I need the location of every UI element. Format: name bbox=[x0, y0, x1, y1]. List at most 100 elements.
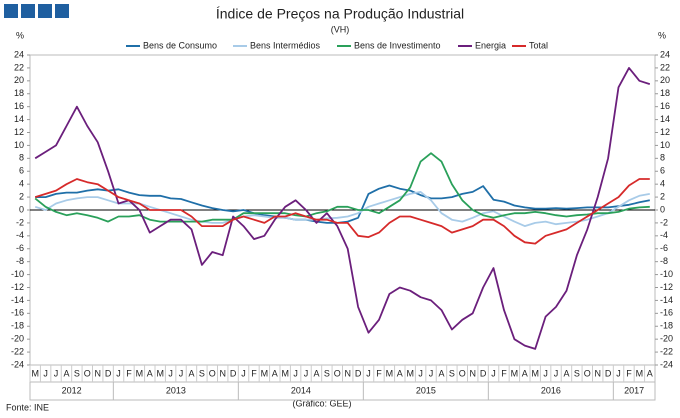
y-tick-label: 20 bbox=[14, 75, 24, 85]
y-tick-label: 24 bbox=[14, 49, 24, 59]
y-tick-label: -16 bbox=[660, 308, 673, 318]
y-tick-label: -10 bbox=[11, 269, 24, 279]
x-tick-label: M bbox=[281, 368, 289, 378]
x-tick-label: M bbox=[261, 368, 269, 378]
y-tick-label: 16 bbox=[14, 101, 24, 111]
y-tick-label: 22 bbox=[14, 62, 24, 72]
year-label: 2013 bbox=[166, 385, 186, 395]
x-tick-label: A bbox=[438, 368, 444, 378]
year-label: 2014 bbox=[291, 385, 311, 395]
x-tick-label: O bbox=[584, 368, 591, 378]
year-label: 2012 bbox=[62, 385, 82, 395]
y-unit: % bbox=[16, 30, 24, 40]
x-tick-label: N bbox=[94, 368, 101, 378]
y-tick-label: -20 bbox=[11, 334, 24, 344]
logo-square bbox=[55, 4, 69, 18]
x-tick-label: J bbox=[293, 368, 298, 378]
y-tick-label: 20 bbox=[660, 75, 670, 85]
x-tick-label: S bbox=[74, 368, 80, 378]
x-tick-label: A bbox=[313, 368, 319, 378]
x-tick-label: A bbox=[647, 368, 653, 378]
x-tick-label: J bbox=[54, 368, 59, 378]
x-tick-label: A bbox=[563, 368, 569, 378]
y-tick-label: 10 bbox=[14, 140, 24, 150]
x-tick-label: O bbox=[84, 368, 91, 378]
x-tick-label: J bbox=[543, 368, 548, 378]
legend-label: Bens de Consumo bbox=[143, 40, 217, 50]
x-tick-label: J bbox=[429, 368, 434, 378]
x-tick-label: M bbox=[511, 368, 519, 378]
y-tick-label: -12 bbox=[11, 282, 24, 292]
x-tick-label: N bbox=[219, 368, 226, 378]
y-tick-label: 8 bbox=[660, 153, 665, 163]
y-tick-label: -22 bbox=[11, 346, 24, 356]
y-tick-label: -16 bbox=[11, 308, 24, 318]
y-tick-label: 16 bbox=[660, 101, 670, 111]
y-tick-label: -6 bbox=[660, 243, 668, 253]
y-tick-label: 12 bbox=[14, 127, 24, 137]
y-tick-label: -24 bbox=[660, 359, 673, 369]
y-tick-label: 24 bbox=[660, 49, 670, 59]
y-tick-label: -14 bbox=[11, 295, 24, 305]
x-tick-label: N bbox=[594, 368, 601, 378]
x-tick-label: J bbox=[43, 368, 48, 378]
chart-title: Índice de Preços na Produção Industrial bbox=[216, 6, 464, 22]
x-tick-label: A bbox=[63, 368, 69, 378]
credit: (Gráfico: GEE) bbox=[292, 398, 351, 408]
y-tick-label: 4 bbox=[19, 179, 24, 189]
y-tick-label: -24 bbox=[11, 359, 24, 369]
year-label: 2015 bbox=[416, 385, 436, 395]
series-line bbox=[34, 67, 651, 350]
y-tick-label: 8 bbox=[19, 153, 24, 163]
logo-square bbox=[38, 4, 52, 18]
x-tick-label: F bbox=[126, 368, 132, 378]
x-tick-label: D bbox=[480, 368, 487, 378]
x-tick-label: F bbox=[251, 368, 257, 378]
x-tick-label: A bbox=[522, 368, 528, 378]
x-tick-label: J bbox=[241, 368, 246, 378]
legend-label: Total bbox=[529, 40, 548, 50]
x-tick-label: F bbox=[501, 368, 507, 378]
x-tick-label: F bbox=[626, 368, 632, 378]
y-tick-label: 6 bbox=[660, 166, 665, 176]
y-tick-label: 14 bbox=[660, 114, 670, 124]
x-tick-label: S bbox=[199, 368, 205, 378]
logo-square bbox=[21, 4, 35, 18]
y-tick-label: -18 bbox=[660, 321, 673, 331]
y-tick-label: -18 bbox=[11, 321, 24, 331]
x-tick-label: A bbox=[147, 368, 153, 378]
y-tick-label: -8 bbox=[660, 256, 668, 266]
legend-label: Bens Intermédios bbox=[250, 40, 321, 50]
year-label: 2017 bbox=[624, 385, 644, 395]
y-tick-label: -12 bbox=[660, 282, 673, 292]
x-tick-label: J bbox=[179, 368, 184, 378]
x-tick-label: D bbox=[355, 368, 362, 378]
x-tick-label: D bbox=[605, 368, 612, 378]
x-tick-label: S bbox=[324, 368, 330, 378]
y-tick-label: -6 bbox=[16, 243, 24, 253]
x-tick-label: J bbox=[554, 368, 559, 378]
y-tick-label: -4 bbox=[16, 230, 24, 240]
y-tick-label: 10 bbox=[660, 140, 670, 150]
legend-label: Energia bbox=[475, 40, 506, 50]
x-tick-label: O bbox=[209, 368, 216, 378]
x-tick-label: M bbox=[156, 368, 164, 378]
series-line bbox=[34, 178, 650, 245]
y-tick-label: 6 bbox=[19, 166, 24, 176]
y-tick-label: -2 bbox=[660, 217, 668, 227]
x-tick-label: A bbox=[397, 368, 403, 378]
x-tick-label: M bbox=[406, 368, 414, 378]
y-tick-label: -14 bbox=[660, 295, 673, 305]
x-tick-label: N bbox=[344, 368, 351, 378]
x-tick-label: O bbox=[334, 368, 341, 378]
x-tick-label: O bbox=[459, 368, 466, 378]
series-line bbox=[34, 152, 650, 223]
y-tick-label: -20 bbox=[660, 334, 673, 344]
y-tick-label: 18 bbox=[14, 88, 24, 98]
x-tick-label: J bbox=[616, 368, 621, 378]
x-tick-label: N bbox=[469, 368, 476, 378]
logo-square bbox=[4, 4, 18, 18]
y-tick-label: 4 bbox=[660, 179, 665, 189]
x-tick-label: J bbox=[418, 368, 423, 378]
source: Fonte: INE bbox=[6, 402, 49, 412]
